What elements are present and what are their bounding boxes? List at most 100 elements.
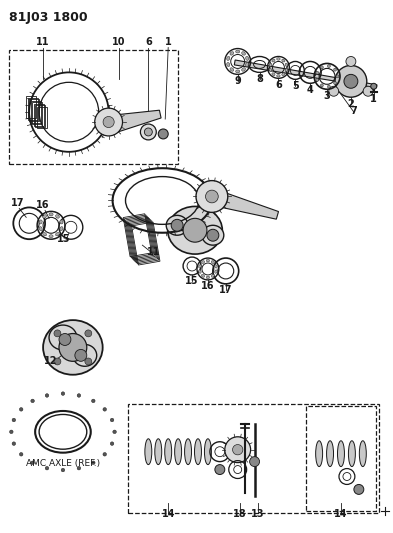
Text: 11: 11 <box>36 37 50 46</box>
Text: 16: 16 <box>36 200 50 211</box>
Circle shape <box>183 219 207 242</box>
Circle shape <box>225 437 251 463</box>
Text: 6: 6 <box>275 80 282 90</box>
Ellipse shape <box>211 274 215 277</box>
Circle shape <box>92 399 95 403</box>
Ellipse shape <box>236 50 240 53</box>
Circle shape <box>75 350 87 361</box>
Ellipse shape <box>230 52 234 55</box>
Ellipse shape <box>316 71 319 74</box>
Ellipse shape <box>349 441 355 466</box>
Circle shape <box>31 461 35 465</box>
Ellipse shape <box>206 276 209 279</box>
Ellipse shape <box>155 439 162 465</box>
Circle shape <box>346 56 356 67</box>
Text: 15: 15 <box>185 276 199 286</box>
Ellipse shape <box>334 82 336 85</box>
Ellipse shape <box>285 63 288 67</box>
Circle shape <box>45 394 49 397</box>
Ellipse shape <box>60 227 63 231</box>
Circle shape <box>140 124 156 140</box>
Ellipse shape <box>327 85 331 88</box>
Circle shape <box>85 330 92 337</box>
Ellipse shape <box>55 232 59 236</box>
Circle shape <box>344 75 358 88</box>
Text: 17: 17 <box>11 198 24 208</box>
Ellipse shape <box>316 441 323 466</box>
Circle shape <box>144 128 152 136</box>
Ellipse shape <box>236 70 240 73</box>
Circle shape <box>77 394 81 397</box>
Ellipse shape <box>246 56 249 60</box>
Bar <box>9 50 178 164</box>
Ellipse shape <box>165 439 172 465</box>
Text: 81J03 1800: 81J03 1800 <box>9 11 88 24</box>
Ellipse shape <box>272 73 275 76</box>
Circle shape <box>103 453 107 456</box>
Ellipse shape <box>60 220 63 224</box>
Circle shape <box>59 334 87 361</box>
Circle shape <box>158 129 168 139</box>
Circle shape <box>233 445 243 455</box>
Circle shape <box>207 229 219 241</box>
Text: 1: 1 <box>370 94 377 104</box>
Text: 17: 17 <box>219 285 233 295</box>
Ellipse shape <box>198 265 201 268</box>
Text: 15: 15 <box>57 234 71 244</box>
Circle shape <box>54 358 61 365</box>
Circle shape <box>12 442 16 446</box>
Ellipse shape <box>277 58 280 60</box>
Ellipse shape <box>43 232 46 236</box>
Text: 2: 2 <box>347 99 354 109</box>
Ellipse shape <box>215 265 217 268</box>
Text: 7: 7 <box>351 106 357 116</box>
Ellipse shape <box>211 261 215 264</box>
Ellipse shape <box>43 215 46 218</box>
Circle shape <box>31 399 35 403</box>
Ellipse shape <box>49 235 53 238</box>
Polygon shape <box>112 110 161 133</box>
Circle shape <box>110 418 114 422</box>
Ellipse shape <box>327 441 334 466</box>
Circle shape <box>19 453 23 456</box>
Text: 5: 5 <box>292 81 299 91</box>
Text: 11: 11 <box>147 247 160 257</box>
Ellipse shape <box>282 73 285 76</box>
Text: 13: 13 <box>251 509 264 519</box>
Ellipse shape <box>145 439 152 465</box>
Text: 10: 10 <box>112 37 125 46</box>
Ellipse shape <box>334 68 336 71</box>
Ellipse shape <box>166 215 188 235</box>
Ellipse shape <box>282 59 285 62</box>
Ellipse shape <box>198 270 201 273</box>
Text: 14: 14 <box>162 509 175 519</box>
Circle shape <box>250 457 259 466</box>
Ellipse shape <box>206 259 209 262</box>
Circle shape <box>371 83 377 89</box>
Bar <box>306 406 376 511</box>
Ellipse shape <box>320 84 323 87</box>
Text: AMC AXLE (REF.): AMC AXLE (REF.) <box>26 458 100 467</box>
Ellipse shape <box>230 68 234 71</box>
Ellipse shape <box>269 63 272 67</box>
Circle shape <box>61 392 65 395</box>
Ellipse shape <box>359 441 366 466</box>
Ellipse shape <box>73 344 97 366</box>
Ellipse shape <box>201 274 204 277</box>
Ellipse shape <box>168 206 222 254</box>
Ellipse shape <box>327 64 331 68</box>
Text: 4: 4 <box>307 85 314 95</box>
Ellipse shape <box>227 56 230 60</box>
Circle shape <box>103 408 107 411</box>
Text: 14: 14 <box>334 509 348 519</box>
Ellipse shape <box>227 62 230 67</box>
Ellipse shape <box>338 441 344 466</box>
Circle shape <box>215 465 225 474</box>
Ellipse shape <box>269 68 272 72</box>
Text: 9: 9 <box>234 76 241 86</box>
Circle shape <box>54 330 61 337</box>
Ellipse shape <box>202 225 224 245</box>
Text: 8: 8 <box>256 74 263 84</box>
Ellipse shape <box>320 66 323 69</box>
Ellipse shape <box>195 439 202 465</box>
